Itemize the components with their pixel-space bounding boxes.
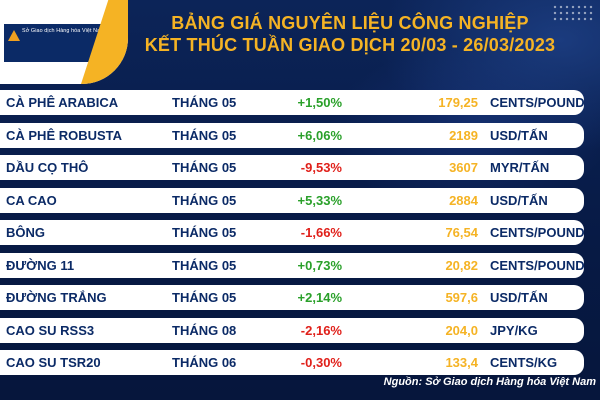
price-change: -2,16% [300, 322, 342, 338]
table-row: CA CAO THÁNG 05 +5,33% 2884 USD/TẤN [0, 187, 584, 213]
table-row: BÔNG THÁNG 05 -1,66% 76,54 CENTS/POUND [0, 220, 585, 245]
page-title: BẢNG GIÁ NGUYÊN LIỆU CÔNG NGHIỆP KẾT THÚ… [130, 12, 570, 56]
commodity-name: CÀ PHÊ ARABICA [6, 95, 119, 110]
contract-month: THÁNG 05 [172, 257, 237, 273]
commodity-name: CA CAO [6, 192, 57, 208]
price-change: +5,33% [297, 192, 342, 208]
price-unit: CENTS/POUND [490, 225, 585, 240]
contract-month: THÁNG 05 [172, 95, 237, 110]
price-value: 2189 [449, 127, 478, 143]
price-change: +1,50% [297, 95, 342, 110]
price-unit: MYR/TẤN [490, 160, 550, 175]
price-value: 2884 [449, 192, 478, 208]
table-row: CAO SU TSR20 THÁNG 06 -0,30% 133,4 CENTS/KG [0, 350, 584, 375]
commodity-name: ĐƯỜNG 11 [6, 257, 75, 273]
price-value: 204,0 [445, 322, 478, 338]
price-change: -0,30% [300, 355, 342, 370]
price-value: 3607 [449, 160, 478, 175]
logo: Sở Giao dịch Hàng hóa Việt Nam [0, 0, 128, 84]
table-row: ĐƯỜNG 11 THÁNG 05 +0,73% 20,82 CENTS/POUND [0, 252, 585, 278]
contract-month: THÁNG 08 [172, 322, 237, 338]
price-unit: USD/TẤN [490, 127, 548, 143]
price-unit: USD/TẤN [490, 290, 548, 305]
commodity-name: CAO SU RSS3 [6, 322, 95, 338]
commodity-name: CAO SU TSR20 [6, 355, 101, 370]
price-value: 179,25 [438, 95, 478, 110]
contract-month: THÁNG 05 [172, 160, 237, 175]
contract-month: THÁNG 05 [172, 225, 237, 240]
commodity-name: ĐƯỜNG TRẮNG [6, 290, 107, 305]
table-row: ĐƯỜNG TRẮNG THÁNG 05 +2,14% 597,6 USD/TẤN [0, 285, 584, 310]
contract-month: THÁNG 05 [172, 290, 237, 305]
contract-month: THÁNG 06 [172, 355, 237, 370]
price-value: 133,4 [445, 355, 478, 370]
table-row: CÀ PHÊ ROBUSTA THÁNG 05 +6,06% 2189 USD/TẤN [0, 122, 584, 148]
table-row: DẦU CỌ THÔ THÁNG 05 -9,53% 3607 MYR/TẤN [0, 155, 584, 180]
price-change: +0,73% [297, 257, 342, 273]
commodity-name: CÀ PHÊ ROBUSTA [6, 127, 123, 143]
price-unit: CENTS/KG [490, 355, 558, 370]
table-row: CÀ PHÊ ARABICA THÁNG 05 +1,50% 179,25 CENTS/… [0, 90, 585, 115]
commodity-name: BÔNG [6, 225, 45, 240]
price-change: -9,53% [300, 160, 342, 175]
logo-text: Sở Giao dịch Hàng hóa Việt Nam [22, 28, 105, 34]
table-row: CAO SU RSS3 THÁNG 08 -2,16% 204,0 JPY/KG [0, 317, 584, 343]
price-value: 20,82 [445, 257, 478, 273]
contract-month: THÁNG 05 [172, 127, 237, 143]
price-unit: CENTS/POUND [490, 95, 585, 110]
price-change: +6,06% [297, 127, 342, 143]
commodity-name: DẦU CỌ THÔ [6, 160, 89, 175]
title-line-1: BẢNG GIÁ NGUYÊN LIỆU CÔNG NGHIỆP [171, 13, 529, 33]
price-unit: JPY/KG [490, 322, 538, 338]
contract-month: THÁNG 05 [172, 192, 237, 208]
price-change: +2,14% [297, 290, 342, 305]
price-value: 597,6 [445, 290, 478, 305]
price-unit: USD/TẤN [490, 192, 548, 208]
title-line-2: KẾT THÚC TUẦN GIAO DỊCH 20/03 - 26/03/20… [144, 35, 556, 55]
logo-mark-icon [8, 30, 20, 41]
price-change: -1,66% [300, 225, 342, 240]
price-value: 76,54 [445, 225, 478, 240]
price-unit: CENTS/POUND [490, 257, 585, 273]
dot-pattern-decoration [552, 4, 594, 22]
source-note: Nguồn: Sở Giao dịch Hàng hóa Việt Nam [383, 376, 596, 388]
